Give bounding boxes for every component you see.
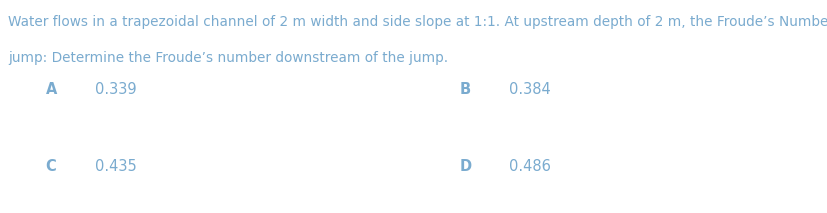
Text: jump: Determine the Froude’s number downstream of the jump.: jump: Determine the Froude’s number down… [8, 51, 448, 65]
Text: 0.384: 0.384 [509, 82, 550, 97]
Text: B: B [459, 82, 470, 97]
Text: D: D [459, 159, 471, 174]
Text: 0.435: 0.435 [95, 159, 136, 174]
Text: Water flows in a trapezoidal channel of 2 m width and side slope at 1:1. At upst: Water flows in a trapezoidal channel of … [8, 15, 827, 29]
Text: 0.339: 0.339 [95, 82, 136, 97]
Text: C: C [45, 159, 56, 174]
Text: 0.486: 0.486 [509, 159, 551, 174]
Text: A: A [45, 82, 57, 97]
